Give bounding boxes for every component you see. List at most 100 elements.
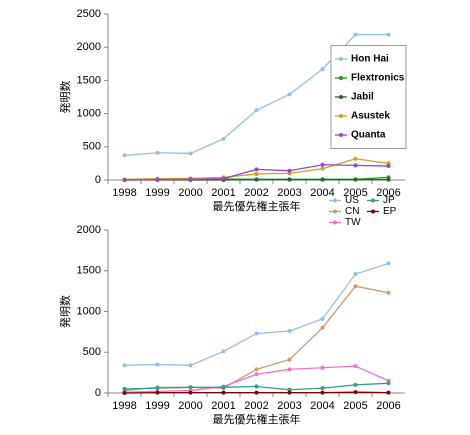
y-axis-label: 発明数: [58, 81, 72, 114]
legend-label: TW: [345, 217, 361, 228]
legend-marker: [339, 114, 343, 118]
point: [156, 362, 160, 366]
point: [222, 385, 226, 389]
point: [288, 367, 292, 371]
x-tick-label: 2006: [376, 400, 400, 412]
x-tick-label: 2002: [244, 400, 268, 412]
point: [321, 167, 325, 171]
point: [354, 163, 358, 167]
point: [255, 372, 259, 376]
legend-label: CN: [345, 206, 359, 217]
x-tick-label: 1998: [112, 400, 136, 412]
y-tick-label: 2500: [77, 8, 101, 20]
legend-label: EP: [383, 206, 397, 217]
x-axis-label: 最先優先権主張年: [213, 412, 301, 426]
legend-label: US: [345, 195, 359, 206]
point: [321, 326, 325, 330]
legend-marker: [333, 199, 337, 203]
point: [321, 391, 325, 395]
y-tick-label: 500: [83, 346, 101, 358]
point: [255, 167, 259, 171]
legend-label: Flextronics: [351, 73, 405, 84]
x-axis-label: 最先優先権主張年: [213, 199, 301, 213]
point: [189, 363, 193, 367]
point: [354, 364, 358, 368]
point: [156, 178, 160, 182]
y-tick-label: 0: [95, 174, 101, 186]
legend-marker: [371, 199, 375, 203]
point: [255, 332, 259, 336]
point: [222, 137, 226, 141]
x-tick-label: 2001: [211, 187, 235, 199]
point: [156, 386, 160, 390]
point: [255, 384, 259, 388]
y-axis-label: 発明数: [58, 295, 72, 328]
point: [189, 177, 193, 181]
point: [354, 157, 358, 161]
x-tick-label: 2005: [343, 400, 367, 412]
x-tick-label: 2003: [277, 187, 301, 199]
x-tick-label: 2000: [178, 187, 202, 199]
y-tick-label: 1500: [77, 74, 101, 86]
point: [123, 387, 127, 391]
legend-marker: [371, 210, 375, 214]
point: [354, 178, 358, 182]
point: [354, 272, 358, 276]
point: [156, 391, 160, 395]
y-tick-label: 500: [83, 141, 101, 153]
legend-marker: [339, 76, 343, 80]
point: [255, 172, 259, 176]
y-tick-label: 2000: [77, 224, 101, 236]
legend-label: Quanta: [351, 130, 386, 141]
point: [255, 367, 259, 371]
x-tick-label: 2001: [211, 400, 235, 412]
point: [288, 169, 292, 173]
point: [321, 366, 325, 370]
point: [354, 284, 358, 288]
point: [387, 178, 391, 182]
point: [387, 261, 391, 265]
legend-label: Hon Hai: [351, 54, 389, 65]
point: [255, 391, 259, 395]
x-tick-label: 2003: [277, 400, 301, 412]
y-tick-label: 1000: [77, 305, 101, 317]
point: [288, 358, 292, 362]
point: [354, 383, 358, 387]
series-line: [125, 263, 389, 365]
point: [255, 108, 259, 112]
point: [288, 178, 292, 182]
point: [222, 349, 226, 353]
point: [123, 391, 127, 395]
point: [156, 151, 160, 155]
point: [387, 381, 391, 385]
point: [288, 92, 292, 96]
point: [288, 329, 292, 333]
x-tick-label: 2000: [178, 400, 202, 412]
point: [354, 390, 358, 394]
x-tick-label: 2002: [244, 187, 268, 199]
x-tick-label: 1999: [145, 187, 169, 199]
y-tick-label: 1500: [77, 265, 101, 277]
legend-marker: [333, 210, 337, 214]
point: [354, 33, 358, 37]
point: [123, 363, 127, 367]
x-tick-label: 1999: [145, 400, 169, 412]
legend-label: Asustek: [351, 111, 390, 122]
legend-marker: [339, 133, 343, 137]
point: [387, 391, 391, 395]
point: [189, 151, 193, 155]
point: [387, 291, 391, 295]
legend-label: JP: [383, 195, 395, 206]
legend-marker: [339, 57, 343, 61]
point: [222, 391, 226, 395]
x-tick-label: 1998: [112, 187, 136, 199]
point: [321, 317, 325, 321]
point: [321, 67, 325, 71]
point: [222, 177, 226, 181]
y-tick-label: 2000: [77, 41, 101, 53]
point: [288, 391, 292, 395]
point: [255, 178, 259, 182]
point: [189, 391, 193, 395]
y-tick-label: 1000: [77, 108, 101, 120]
